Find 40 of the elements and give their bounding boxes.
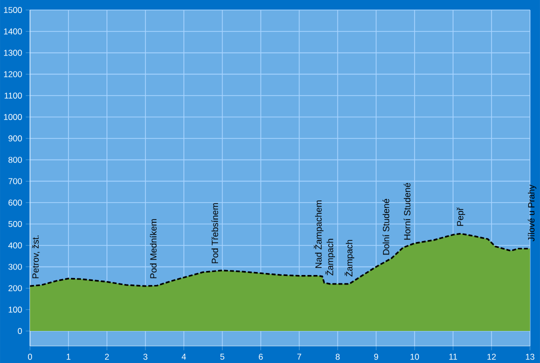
y-tick-label: 1200 [4,71,22,78]
y-tick-label: 1400 [4,28,22,34]
y-tick-label: 100 [8,306,22,313]
annotation: Nad Žampachem [314,200,324,268]
y-tick-label: 1100 [4,92,22,99]
x-tick-label: 7 [297,354,302,360]
y-tick-label: 1500 [4,6,22,13]
x-tick-label: 11 [449,354,458,360]
annotation: Pod Třebsínem [211,203,218,264]
x-tick-label: 0 [28,354,32,360]
annotation: Žampach [344,240,354,276]
annotation: Pepř [456,207,466,226]
x-tick-label: 2 [104,354,109,360]
x-tick-label: 4 [182,354,186,360]
y-tick-label: 600 [8,200,22,206]
annotation: Pod Medníkem [150,219,157,278]
y-tick-label: 1300 [4,50,22,56]
y-tick-label: 200 [8,285,22,292]
annotation: Petrov, žst. [32,236,40,278]
x-tick-label: 3 [143,354,148,360]
annotation: Žampach [325,238,335,276]
annotation: Jílové u Prahy [528,184,536,242]
annotation: Dolní Studené [382,198,390,255]
x-tick-label: 10 [410,354,419,360]
x-tick-label: 9 [374,354,378,360]
x-tick-label: 6 [258,354,263,360]
y-tick-label: 500 [8,220,22,227]
y-tick-label: 900 [8,135,22,142]
y-tick-label: 400 [8,242,22,248]
x-tick-label: 8 [336,354,340,360]
y-tick-label: 1000 [4,114,22,120]
y-tick-label: 0 [18,328,22,334]
x-tick-label: 12 [487,354,496,360]
y-tick-label: 300 [8,264,22,270]
x-tick-label: 1 [66,354,70,360]
annotation: Horní Studené [404,182,410,240]
y-tick-label: 800 [8,156,22,163]
x-tick-label: 13 [526,354,534,360]
x-tick-label: 5 [220,354,224,360]
y-tick-label: 700 [8,178,22,184]
